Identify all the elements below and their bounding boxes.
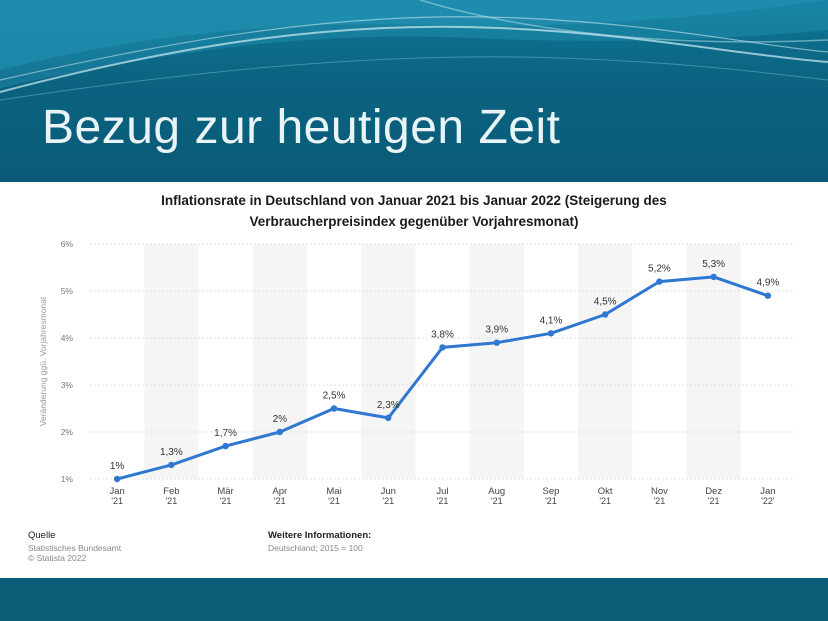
x-tick-month: Mai [326,486,341,497]
x-tick-year: '22' [761,496,775,506]
data-point [547,330,555,337]
data-label: 4,9% [756,278,779,289]
data-label: 5,3% [702,259,725,270]
x-tick-year: '21 [382,496,394,506]
wave-decoration [0,0,828,101]
y-tick-label: 6% [61,239,74,249]
info-heading: Weitere Informationen: [268,530,372,541]
data-point [113,475,121,483]
y-tick-label: 3% [61,380,74,390]
grid-lines [90,243,795,480]
x-tick-year: '21 [654,496,666,506]
x-tick-year: '21 [491,496,503,506]
source-line-1: Statistisches Bundesamt [28,543,122,553]
data-point [601,311,609,318]
x-tick-month: Jun [381,486,396,497]
column-band [361,244,416,479]
column-band [252,244,307,479]
x-tick-month: Okt [598,486,613,497]
x-tick-month: Dez [705,486,722,497]
chart-title: Inflationsrate in Deutschland von Januar… [40,190,788,232]
column-band [469,244,524,479]
data-label: 4,1% [540,315,563,326]
y-tick-label: 4% [61,333,74,343]
data-point [493,339,500,346]
x-tick-year: '21 [545,496,557,506]
x-tick-year: '21 [220,496,232,506]
x-tick-year: '21 [165,496,177,506]
x-tick-month: Jul [436,486,448,497]
y-tick-label: 2% [61,427,74,437]
y-tick-label: 5% [61,286,74,296]
slide-title: Bezug zur heutigen Zeit [42,101,561,154]
data-point [222,442,229,450]
x-tick-month: Sep [543,486,560,497]
series-line [116,275,769,481]
x-tick-month: Feb [163,486,179,497]
data-label: 3,8% [431,329,454,340]
data-points [113,273,772,483]
data-point [330,405,338,412]
source-heading: Quelle [28,530,56,541]
x-tick-year: '21 [599,496,611,506]
slide-header: Bezug zur heutigen Zeit [0,0,828,182]
data-point [385,414,392,422]
chart-title-line-2: Verbraucherpreisindex gegenüber Vorjahre… [249,214,579,229]
x-tick-month: Jan [760,486,775,497]
x-tick-year: '21 [328,496,340,506]
data-label: 1,3% [160,447,183,458]
x-tick-month: Apr [272,486,287,497]
x-tick-month: Mär [217,486,233,497]
x-axis-ticks: Jan'21Feb'21Mär'21Apr'21Mai'21Jun'21Jul'… [109,486,775,506]
info-line-1: Deutschland; 2015 = 100 [268,543,363,553]
data-point [764,292,772,299]
x-tick-year: '21 [437,496,449,506]
chart-title-line-1: Inflationsrate in Deutschland von Januar… [161,193,667,208]
data-label: 4,5% [594,297,617,308]
data-point [656,278,663,285]
data-label: 1,7% [214,428,237,439]
data-point [439,344,446,351]
y-tick-label: 1% [61,474,74,484]
source-line-2: © Statista 2022 [28,553,87,563]
data-label: 2,5% [323,391,346,402]
inflation-line-chart: 6% 5% 4% 3% 2% 1% Veränderung ggü. Vorjahresm… [38,239,795,506]
x-tick-year: '21 [274,496,286,506]
x-tick-year: '21 [111,496,123,506]
x-tick-month: Jan [109,486,124,497]
data-label: 2,3% [377,400,400,411]
data-point [710,273,717,281]
y-axis-label: Veränderung ggü. Vorjahresmonat [38,296,48,426]
data-label: 1% [110,461,125,472]
x-tick-month: Aug [488,486,505,497]
column-band [144,244,199,479]
column-band [578,244,633,479]
x-tick-year: '21 [708,496,720,506]
data-point [168,461,175,469]
data-point [276,428,284,436]
x-tick-month: Nov [651,486,668,497]
bottom-band [0,578,828,621]
data-label: 3,9% [485,325,508,336]
y-axis-ticks: 6% 5% 4% 3% 2% 1% [61,239,74,484]
data-label: 2% [273,414,288,425]
data-label: 5,2% [648,264,671,275]
data-labels: 1% 1,3% 1,7% 2% 2,5% 2,3% 3,8% 3,9% 4,1% 4,5% 5,2%… [110,259,779,472]
